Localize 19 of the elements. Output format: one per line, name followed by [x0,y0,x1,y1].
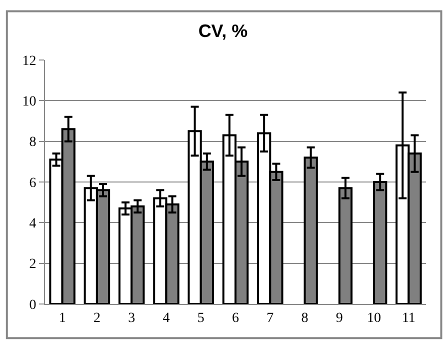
y-tick-label: 8 [29,135,36,150]
x-tick-label: 8 [301,310,308,326]
x-tick-label: 6 [232,310,239,326]
x-tick-label: 4 [162,310,170,326]
x-tick-label: 7 [266,310,274,326]
y-tick-label: 2 [29,257,36,272]
y-tick-label: 6 [29,176,36,191]
y-tick-label: 10 [22,94,36,110]
y-tick-label: 12 [22,54,36,69]
x-tick-label: 5 [197,310,204,326]
y-tick-label: 4 [29,216,36,232]
x-tick-label: 1 [58,310,66,326]
x-tick-label: 2 [93,310,100,326]
x-tick-label: 9 [336,310,343,326]
x-tick-label: 3 [128,310,136,326]
chart-title: CV, % [198,21,248,42]
x-tick-label: 11 [402,310,416,326]
y-tick-label: 0 [29,298,36,313]
x-tick-label: 10 [367,310,382,326]
